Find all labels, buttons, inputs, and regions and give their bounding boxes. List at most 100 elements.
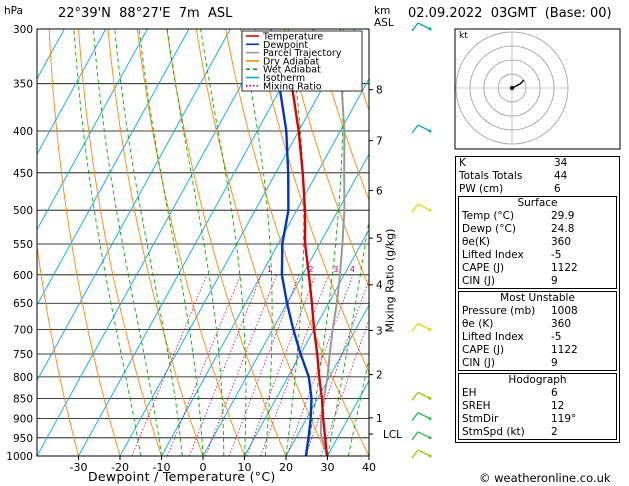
x-axis-title: Dewpoint / Temperature (°C) <box>88 469 276 484</box>
index-row-totals: Totals Totals 44 <box>459 170 568 182</box>
mixing-ratio-line <box>305 278 369 456</box>
temp-tick-label: 10 <box>238 461 252 474</box>
wind-barb-staff <box>417 431 431 439</box>
mixing-ratio-line <box>205 274 278 456</box>
copyright: © weatheronline.co.uk <box>479 471 611 485</box>
mixing-ratio-label: 6 <box>375 265 380 274</box>
dry-adiabat <box>107 29 204 456</box>
surface-row: Dewp (°C) 24.8 <box>462 223 575 235</box>
hodograph <box>454 28 621 150</box>
most-unstable-section: Most Unstable Pressure (mb) 1008 θe (K) 36… <box>458 291 617 371</box>
km-tick-label: 1 <box>376 413 383 425</box>
parcel-trajectory-line <box>319 83 346 456</box>
wet-adiabat <box>306 29 344 456</box>
most-unstable-title: Most Unstable <box>500 292 575 304</box>
km-tick-label: 8 <box>376 85 383 97</box>
wind-barb-dot <box>428 208 432 212</box>
wind-barb <box>411 22 432 32</box>
pressure-tick-label: 800 <box>13 372 33 384</box>
index-row-pw: PW (cm) 6 <box>459 183 561 195</box>
wind-barb-flag <box>411 203 419 213</box>
pressure-tick-label: 600 <box>13 270 33 282</box>
km-tick-label: 2 <box>376 370 383 382</box>
mixing-ratio-axis-title: Mixing Ratio (g/kg) <box>383 228 397 333</box>
datetime-title: 02.09.2022 03GMT (Base: 00) <box>408 6 612 21</box>
mixing-ratio-line <box>189 274 262 456</box>
temp-tick-label: 40 <box>362 461 376 474</box>
pressure-tick-label: 900 <box>13 414 33 426</box>
mixing-ratio-label: 3 <box>333 265 338 274</box>
pressure-tick-label: 450 <box>13 168 33 180</box>
lcl-label: LCL <box>383 429 402 441</box>
km-label: km <box>374 5 391 17</box>
surface-row: θe(K) 360 <box>462 236 572 248</box>
isotherm <box>285 304 369 456</box>
pressure-tick-label: 400 <box>13 126 33 138</box>
surface-row: CIN (J) 9 <box>462 275 558 287</box>
dewpoint-line <box>277 83 313 456</box>
hodo-row: SREH 12 <box>462 400 565 412</box>
dry-adiabat <box>254 29 369 374</box>
dry-adiabat <box>195 29 328 456</box>
pressure-tick-label: 500 <box>13 205 33 217</box>
hodo-row: StmSpd (kt) 2 <box>462 426 558 438</box>
isotherm <box>161 77 369 456</box>
km-tick-label: 3 <box>376 326 383 338</box>
wind-barb-dot <box>428 396 432 400</box>
wind-barb-dot <box>428 436 432 440</box>
wind-barb-staff <box>417 203 431 211</box>
hodograph-title: Hodograph <box>508 374 567 386</box>
isotherm <box>244 228 369 456</box>
wet-adiabat <box>73 29 142 456</box>
dry-adiabat <box>78 29 162 456</box>
legend-label: Temperature <box>262 32 323 43</box>
dry-adiabat <box>225 29 369 456</box>
temp-tick-label: 0 <box>200 461 207 474</box>
mixing-ratio-label: 4 <box>350 265 355 274</box>
wet-adiabat <box>200 29 247 456</box>
temp-tick-label: -30 <box>70 461 88 474</box>
wind-barb-staff <box>417 412 431 420</box>
legend-label: Isotherm <box>263 73 305 84</box>
mixing-ratio-line <box>167 274 241 456</box>
surface-row: Temp (°C) 29.9 <box>462 210 575 222</box>
isotherm <box>37 29 231 382</box>
dry-adiabat <box>37 242 79 456</box>
wind-barb-flag <box>411 391 419 401</box>
km-tick-label: 7 <box>376 136 383 148</box>
wind-barb-staff <box>417 391 431 399</box>
isotherm <box>37 29 273 456</box>
wind-barb-dot <box>428 328 432 332</box>
wet-adiabat <box>347 356 369 456</box>
asl-label: ASL <box>374 17 394 29</box>
mixing-ratio-label: 1 <box>267 265 272 274</box>
wind-barb-flag <box>411 323 419 332</box>
wet-adiabat <box>240 29 273 456</box>
wind-barb-staff <box>417 449 431 457</box>
isotherm <box>78 29 314 456</box>
wind-barb-flag <box>411 22 419 32</box>
wet-adiabat <box>114 29 183 456</box>
dry-adiabat <box>136 29 245 456</box>
dry-adiabat <box>313 29 369 202</box>
wind-barb-dot <box>428 129 432 133</box>
km-tick-label: 6 <box>376 185 383 197</box>
hpa-label: hPa <box>4 5 23 17</box>
wind-barb-staff <box>417 22 431 30</box>
hodograph-storm-motion <box>510 86 514 90</box>
km-tick-label: 5 <box>376 233 383 245</box>
hodograph-kt-label: kt <box>459 31 468 41</box>
mixing-ratio-line <box>286 274 354 456</box>
pressure-tick-label: 750 <box>13 349 33 361</box>
legend-label: Wet Adiabat <box>263 65 321 76</box>
isotherm <box>119 29 356 456</box>
dry-adiabat <box>48 29 121 456</box>
wind-barb <box>411 391 432 401</box>
wind-barb <box>411 203 432 213</box>
wind-barb <box>411 322 432 332</box>
wet-adiabat <box>166 29 225 456</box>
mixing-ratio-line <box>246 274 316 456</box>
wet-adiabat <box>92 29 162 456</box>
